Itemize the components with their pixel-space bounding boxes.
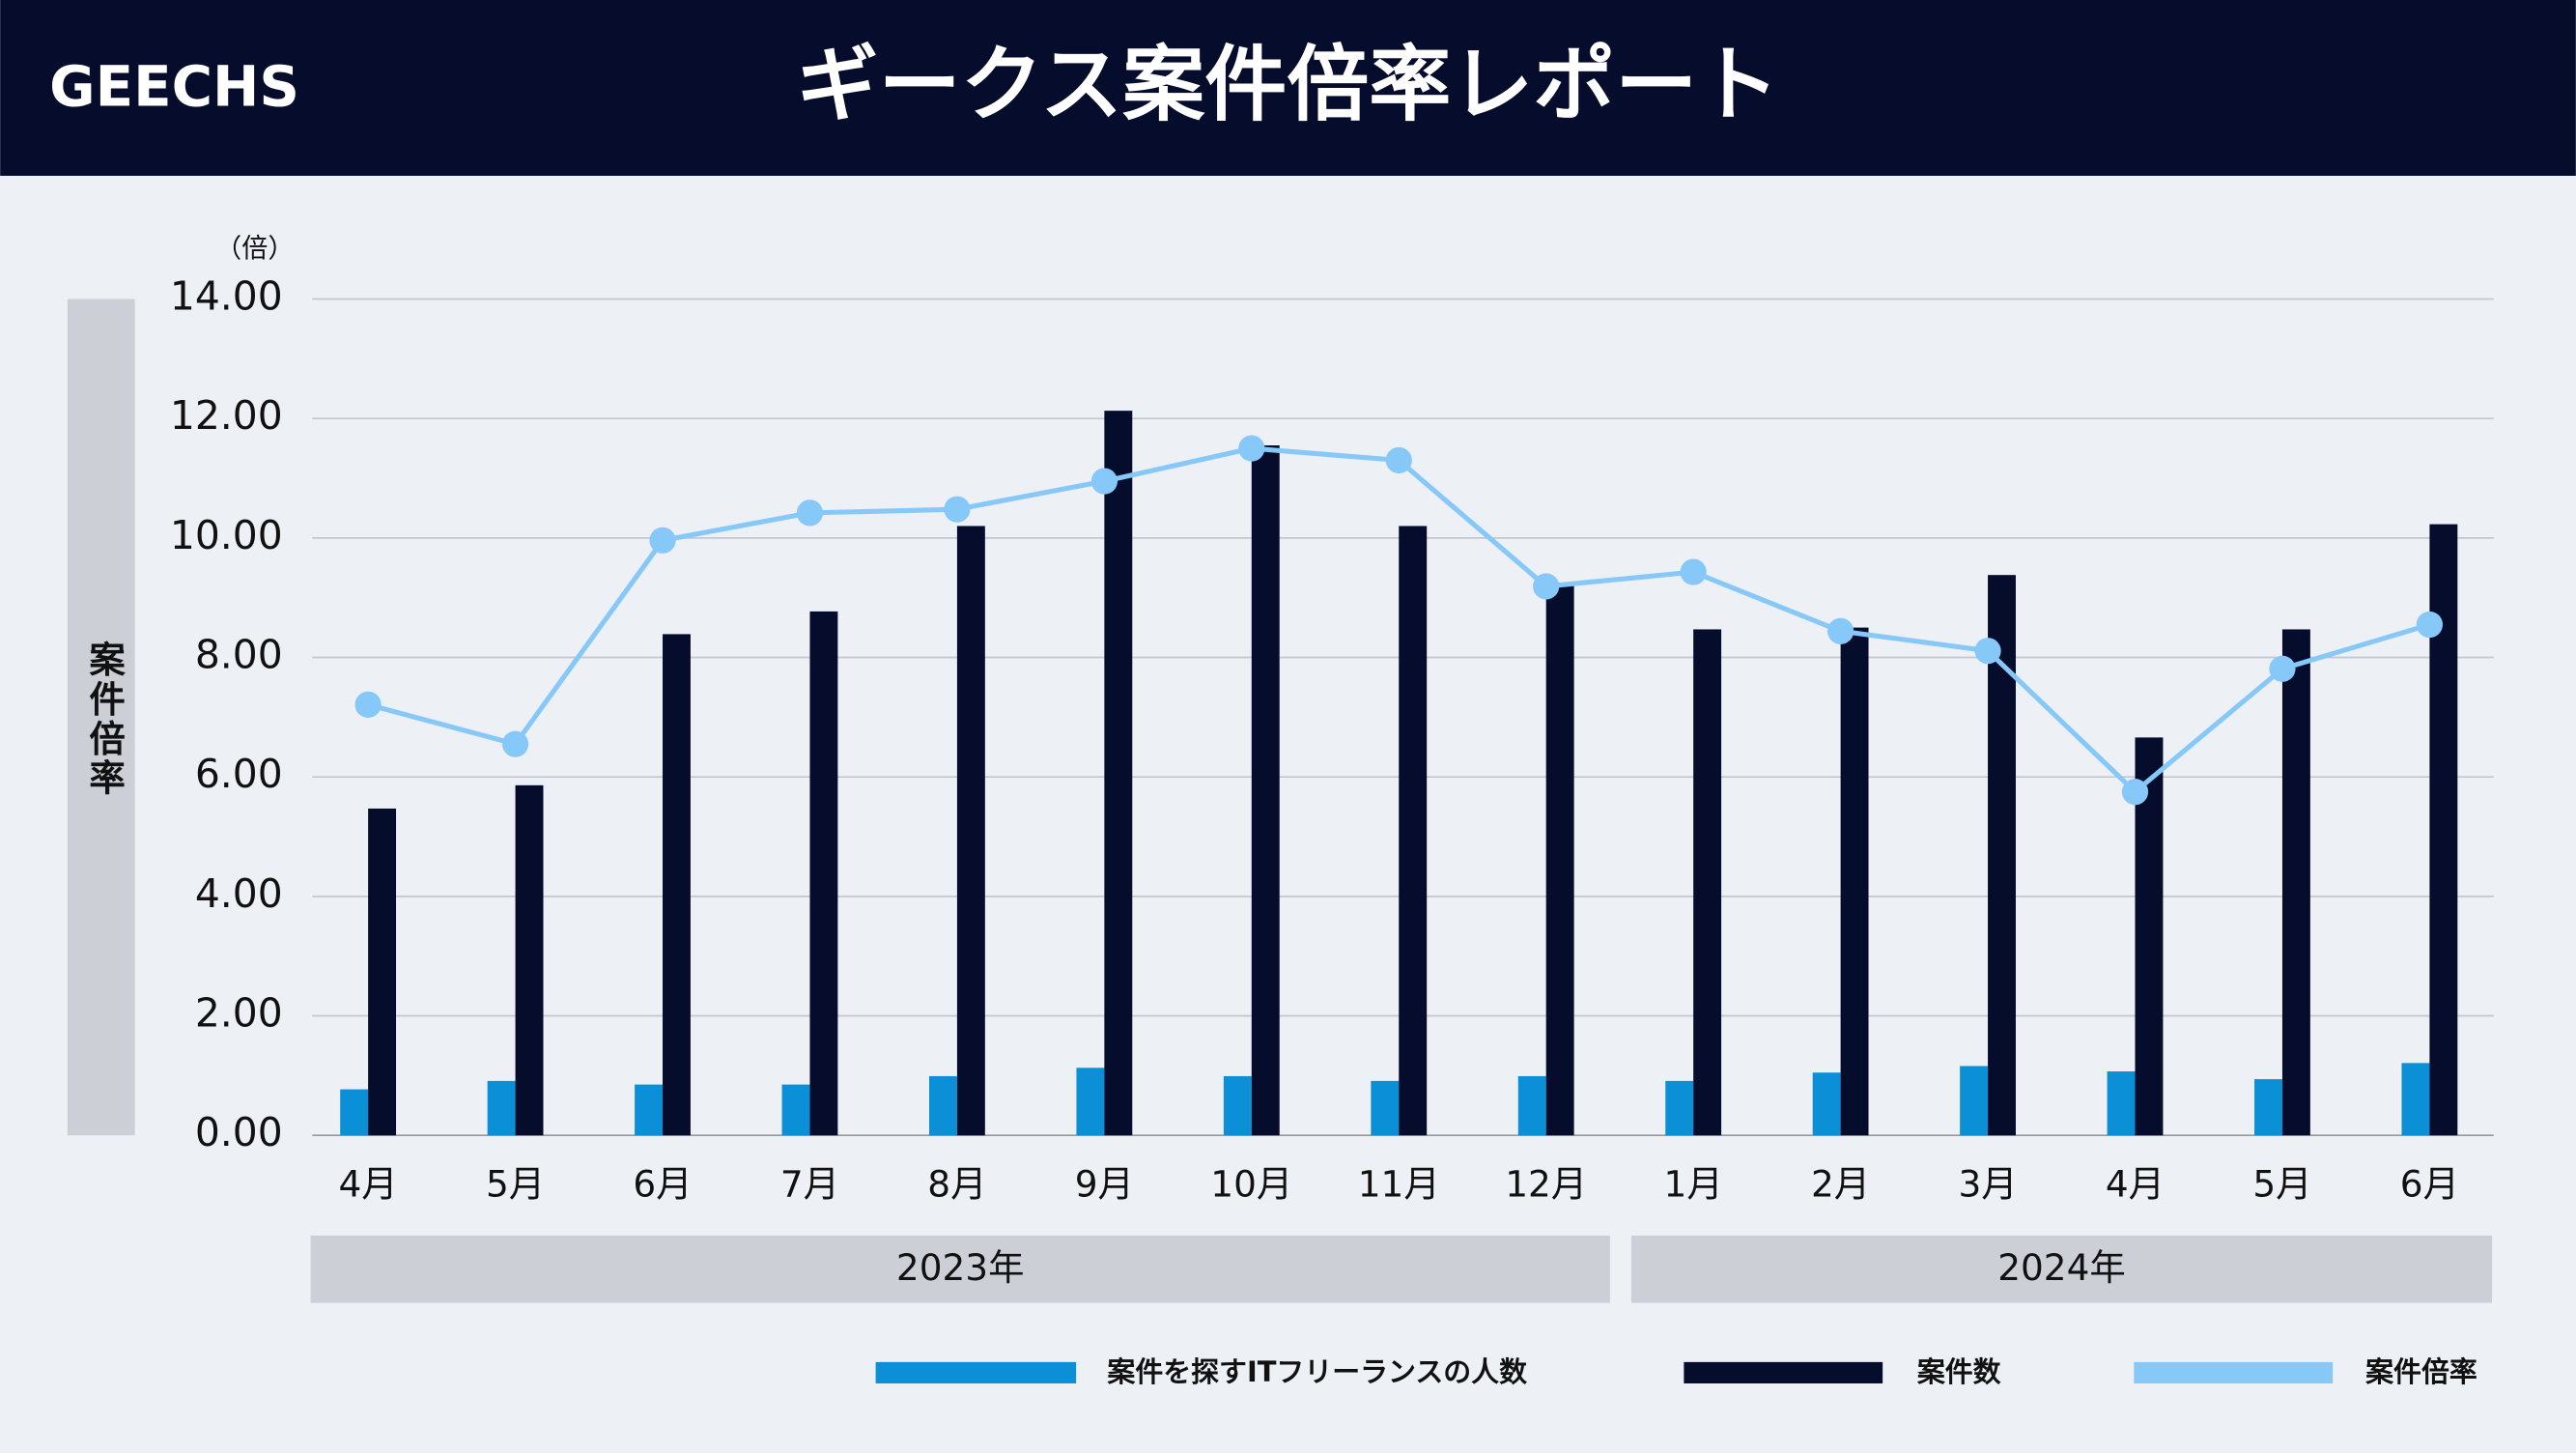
year-label: 2024年	[1997, 1246, 2126, 1289]
bar	[368, 808, 397, 1136]
y-tick-label: 10.00	[170, 512, 283, 558]
x-tick-label: 7月	[780, 1162, 839, 1205]
x-tick-label: 10月	[1210, 1162, 1292, 1205]
year-label: 2023年	[896, 1246, 1025, 1289]
legend-swatch	[1684, 1361, 1883, 1383]
year-box	[1630, 1235, 2493, 1303]
y-tick-label: 8.00	[195, 632, 283, 678]
bar	[340, 1089, 369, 1136]
legend-swatch	[875, 1361, 1077, 1383]
line-marker	[1533, 573, 1560, 600]
x-tick-label: 5月	[486, 1162, 545, 1205]
line-marker	[796, 499, 824, 527]
x-tick-label: 5月	[2252, 1162, 2311, 1205]
bar	[1960, 1066, 1989, 1136]
bar	[663, 634, 691, 1136]
y-tick-label: 14.00	[170, 273, 283, 320]
x-tick-label: 6月	[2400, 1162, 2459, 1205]
bar	[956, 526, 985, 1136]
logo: GEECHS	[49, 54, 299, 120]
x-tick-label: 12月	[1505, 1162, 1587, 1205]
x-tick-label: 1月	[1664, 1162, 1723, 1205]
line-marker	[1680, 558, 1707, 585]
chart-title: ギークス案件倍率レポート	[797, 38, 1780, 133]
y-unit: （倍）	[215, 234, 295, 264]
line-marker	[1827, 617, 1854, 644]
x-tick-label: 8月	[927, 1162, 986, 1205]
line-marker	[2269, 655, 2296, 682]
x-tick-label: 9月	[1075, 1162, 1134, 1205]
x-tick-label: 6月	[633, 1162, 692, 1205]
bar	[1545, 583, 1574, 1136]
bar	[1517, 1075, 1546, 1136]
legend-label: 案件を探すITフリーランスの人数	[1106, 1355, 1527, 1388]
legend-label: 案件数	[1916, 1355, 2001, 1388]
line-marker	[1974, 638, 2001, 665]
bar	[2254, 1079, 2282, 1136]
y-tick-label: 2.00	[195, 990, 283, 1037]
y-axis-label: 案件倍率	[83, 641, 126, 798]
line-marker	[2416, 611, 2444, 639]
bar	[1840, 627, 1869, 1136]
year-box	[310, 1235, 1610, 1303]
line-marker	[1090, 468, 1118, 495]
y-tick-label: 4.00	[195, 870, 283, 917]
line-marker	[1385, 446, 1412, 474]
x-tick-label: 11月	[1358, 1162, 1440, 1205]
x-tick-label: 3月	[1958, 1162, 2017, 1205]
bar	[1665, 1080, 1694, 1136]
x-tick-label: 4月	[2106, 1162, 2165, 1205]
legend-label: 案件倍率	[2364, 1355, 2477, 1388]
bar	[929, 1075, 957, 1136]
bar	[2107, 1071, 2136, 1136]
line-marker	[1238, 435, 1265, 462]
bar	[487, 1080, 516, 1136]
line-marker	[354, 691, 382, 718]
bar	[809, 611, 838, 1136]
header-bar	[0, 0, 2576, 176]
bar	[1223, 1075, 1252, 1136]
bar	[1812, 1072, 1841, 1136]
bar	[1693, 629, 1722, 1136]
bar	[1399, 526, 1428, 1136]
bar	[2281, 629, 2310, 1136]
legend-swatch	[2134, 1361, 2334, 1383]
bar	[515, 784, 544, 1136]
line-marker	[501, 730, 529, 757]
bar	[781, 1084, 810, 1136]
line-marker	[944, 496, 971, 523]
bar	[1251, 445, 1280, 1136]
y-tick-label: 0.00	[195, 1109, 283, 1155]
bar	[635, 1084, 664, 1136]
bar	[1988, 575, 2016, 1136]
bar	[1371, 1080, 1400, 1136]
x-tick-label: 2月	[1811, 1162, 1870, 1205]
x-tick-label: 4月	[339, 1162, 398, 1205]
bar	[1076, 1068, 1105, 1136]
y-label-box	[67, 299, 135, 1136]
y-tick-label: 12.00	[170, 392, 283, 439]
line-marker	[649, 527, 676, 554]
line-marker	[2121, 779, 2149, 806]
bar	[1104, 411, 1133, 1136]
bar	[2401, 1063, 2430, 1136]
y-tick-label: 6.00	[195, 751, 283, 797]
